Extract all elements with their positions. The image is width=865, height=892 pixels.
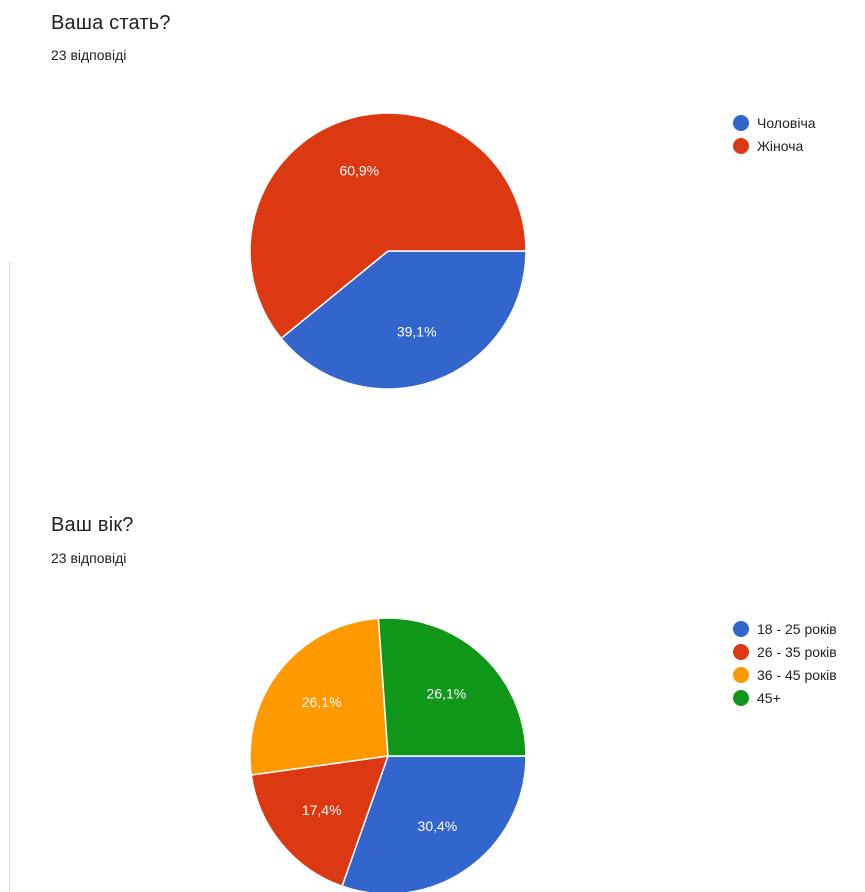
gender-pie-group: 39,1%60,9% xyxy=(249,112,527,390)
legend-item-female[interactable]: Жіноча xyxy=(733,134,816,157)
question-title-gender: Ваша стать? xyxy=(51,12,171,34)
gender-pie-slice-1[interactable] xyxy=(249,112,527,340)
question-title-age: Ваш вік? xyxy=(51,514,134,536)
gender-pie-slice-0[interactable] xyxy=(280,250,527,390)
gender-legend: Чоловіча Жіноча xyxy=(733,111,816,157)
age-pie-slice-1[interactable] xyxy=(250,755,390,888)
legend-swatch-26-35 xyxy=(733,643,749,660)
age-pie-slice-0[interactable] xyxy=(341,755,527,892)
legend-swatch-36-45 xyxy=(733,666,749,683)
age-pie-slice-2[interactable] xyxy=(249,617,389,776)
legend-label-36-45: 36 - 45 років xyxy=(757,666,837,683)
legend-swatch-female xyxy=(733,137,749,154)
card-left-border xyxy=(9,262,10,892)
legend-item-male[interactable]: Чоловіча xyxy=(733,111,816,134)
legend-item-36-45[interactable]: 36 - 45 років xyxy=(733,663,837,686)
age-pie-group: 30,4%17,4%26,1%26,1% xyxy=(249,617,527,892)
legend-label-45-plus: 45+ xyxy=(757,689,781,706)
legend-label-26-35: 26 - 35 років xyxy=(757,643,837,660)
response-count-gender: 23 відповіді xyxy=(51,47,127,63)
legend-swatch-male xyxy=(733,114,749,131)
legend-item-26-35[interactable]: 26 - 35 років xyxy=(733,640,837,663)
legend-swatch-18-25 xyxy=(733,620,749,637)
legend-swatch-45-plus xyxy=(733,689,749,706)
legend-label-male: Чоловіча xyxy=(757,114,816,131)
legend-label-female: Жіноча xyxy=(757,137,804,154)
age-legend: 18 - 25 років 26 - 35 років 36 - 45 рокі… xyxy=(733,617,837,709)
legend-label-18-25: 18 - 25 років xyxy=(757,620,837,637)
age-pie-slice-3[interactable] xyxy=(377,617,527,757)
response-count-age: 23 відповіді xyxy=(51,550,127,566)
legend-item-45-plus[interactable]: 45+ xyxy=(733,686,837,709)
legend-item-18-25[interactable]: 18 - 25 років xyxy=(733,617,837,640)
